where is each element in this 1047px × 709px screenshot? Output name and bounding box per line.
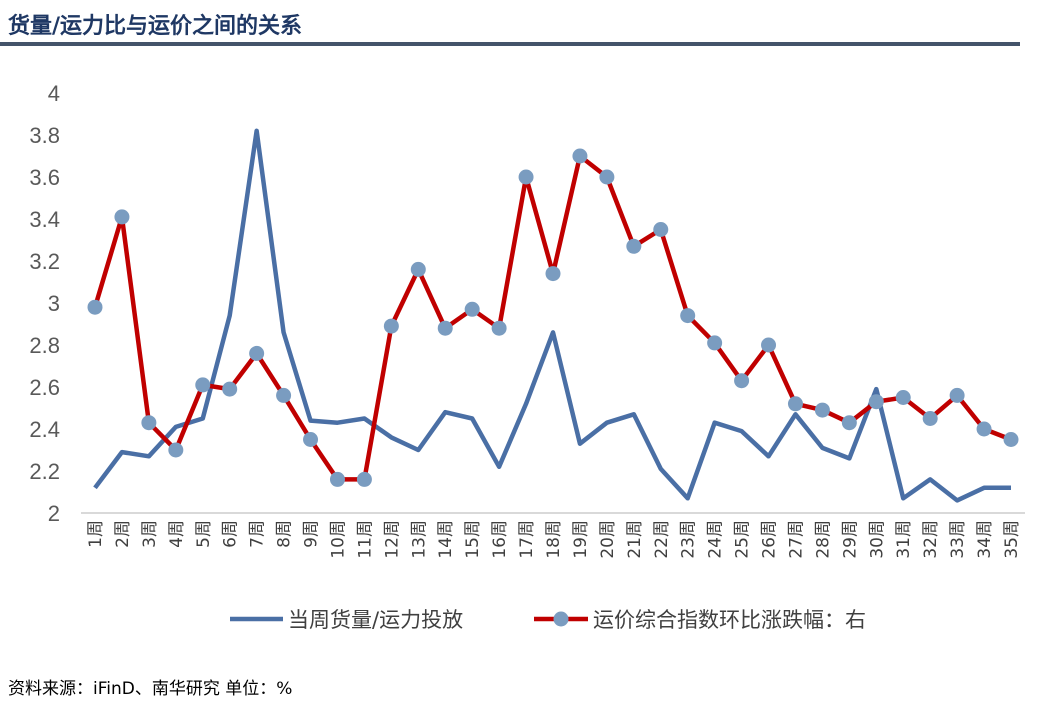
series-2-point — [383, 318, 399, 334]
series-2-point — [734, 373, 750, 389]
x-tick-label: 7周 — [248, 520, 268, 548]
series-2-point — [276, 387, 292, 403]
series-2-point — [680, 308, 696, 324]
x-tick-label: 2周 — [113, 520, 133, 548]
series-2-point — [195, 377, 211, 393]
chart-title: 货量/运力比与运价之间的关系 — [8, 14, 303, 39]
x-tick-label: 17周 — [517, 520, 537, 559]
x-tick-label: 15周 — [463, 520, 483, 559]
source-note: 资料来源：iFinD、南华研究 单位：% — [8, 679, 293, 699]
x-tick-label: 21周 — [625, 520, 645, 559]
series-2-point — [437, 320, 453, 336]
x-tick-label: 12周 — [382, 520, 402, 559]
x-tick-label: 26周 — [760, 520, 780, 559]
x-tick-label: 24周 — [706, 520, 726, 559]
x-tick-label: 18周 — [544, 520, 564, 559]
series-2-point — [410, 261, 426, 277]
legend-label-2: 运价综合指数环比涨跌幅：右 — [593, 608, 866, 632]
y-tick-label: 3.6 — [29, 165, 60, 190]
series-2-point — [949, 387, 965, 403]
x-tick-label: 8周 — [275, 520, 295, 548]
x-tick-label: 4周 — [167, 520, 187, 548]
y-tick-label: 2.2 — [29, 459, 60, 484]
series-2-point — [572, 148, 588, 164]
x-tick-label: 25周 — [733, 520, 753, 559]
y-tick-label: 2 — [48, 501, 60, 526]
series-2-point — [303, 432, 319, 447]
y-tick-label: 3 — [48, 291, 60, 316]
x-tick-label: 35周 — [1002, 520, 1022, 559]
series-2-point — [464, 301, 480, 317]
y-tick-label: 2.6 — [29, 375, 60, 400]
series-2-point — [168, 442, 184, 458]
series-2-point — [518, 169, 534, 185]
x-tick-label: 9周 — [302, 520, 322, 548]
series-2-point — [1003, 432, 1019, 447]
series-2-point — [87, 299, 103, 315]
x-tick-label: 13周 — [409, 520, 429, 559]
legend-marker-2 — [553, 611, 569, 627]
series-2-point — [976, 421, 992, 437]
x-tick-label: 1周 — [86, 520, 106, 548]
x-tick-label: 6周 — [221, 520, 241, 548]
x-tick-label: 11周 — [355, 520, 375, 559]
series-2-point — [356, 471, 372, 487]
series-2-point — [895, 390, 911, 405]
title-divider — [0, 42, 1020, 46]
series-2-point — [761, 337, 777, 353]
x-tick-label: 32周 — [921, 520, 941, 559]
x-tick-label: 5周 — [194, 520, 214, 548]
series-2-point — [814, 402, 830, 418]
x-tick-label: 31周 — [894, 520, 914, 559]
series-2-point — [626, 238, 642, 254]
x-tick-label: 16周 — [490, 520, 510, 559]
x-tick-label: 29周 — [840, 520, 860, 559]
y-tick-label: 2.8 — [29, 333, 60, 358]
series-2-point — [329, 471, 345, 487]
y-tick-label: 3.4 — [29, 207, 60, 232]
legend-label-1: 当周货量/运力投放 — [288, 608, 463, 632]
x-tick-label: 34周 — [975, 520, 995, 559]
y-tick-label: 4 — [48, 81, 60, 106]
series-2-point — [545, 266, 561, 282]
series-2-point — [653, 222, 669, 237]
series-2-point — [114, 209, 130, 225]
x-tick-label: 28周 — [813, 520, 833, 559]
series-2-point — [599, 169, 615, 185]
series-line-1 — [93, 128, 1011, 503]
x-tick-label: 30周 — [867, 520, 887, 559]
x-tick-label: 27周 — [786, 520, 806, 559]
series-2-point — [249, 345, 265, 361]
y-tick-label: 3.8 — [29, 123, 60, 148]
series-line-2 — [92, 153, 1012, 482]
x-tick-label: 19周 — [571, 520, 591, 559]
series-2-point — [787, 396, 803, 412]
series-2-point — [707, 335, 723, 351]
x-tick-label: 22周 — [652, 520, 672, 559]
series-2-point — [922, 411, 938, 426]
x-tick-label: 3周 — [140, 520, 160, 548]
y-tick-label: 3.2 — [29, 249, 60, 274]
x-tick-label: 20周 — [598, 520, 618, 559]
x-tick-label: 10周 — [328, 520, 348, 559]
x-tick-label: 33周 — [948, 520, 968, 559]
series-2-point — [222, 381, 238, 397]
series-2-point — [868, 394, 884, 410]
series-2-point — [841, 415, 857, 431]
x-tick-label: 14周 — [436, 520, 456, 559]
x-tick-label: 23周 — [679, 520, 699, 559]
y-tick-label: 2.4 — [29, 417, 60, 442]
series-2-point — [141, 415, 157, 431]
series-2-point — [491, 320, 507, 336]
